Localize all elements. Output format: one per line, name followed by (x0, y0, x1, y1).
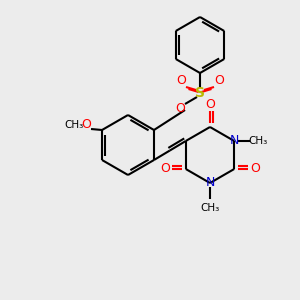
Text: O: O (214, 74, 224, 88)
Text: N: N (205, 176, 215, 190)
Text: CH₃: CH₃ (64, 120, 84, 130)
Text: O: O (160, 163, 170, 176)
Text: O: O (176, 74, 186, 88)
Text: CH₃: CH₃ (200, 203, 220, 213)
Text: N: N (230, 134, 239, 148)
Text: O: O (175, 103, 185, 116)
Text: O: O (205, 98, 215, 110)
Text: S: S (195, 86, 205, 100)
Text: O: O (250, 163, 260, 176)
Text: CH₃: CH₃ (249, 136, 268, 146)
Text: O: O (81, 118, 91, 131)
